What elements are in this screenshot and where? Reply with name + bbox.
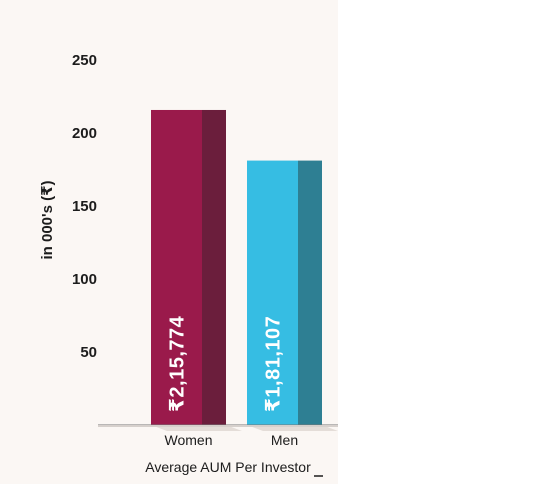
y-tick-label: 100 bbox=[72, 271, 97, 288]
data-labels-layer: ₹2,15,774 ₹1,81,107 bbox=[167, 315, 285, 412]
category-label-men: Men bbox=[271, 432, 298, 448]
bar-women bbox=[151, 109, 202, 425]
data-label-women: ₹2,15,774 bbox=[167, 315, 189, 412]
y-ticks-layer: 50 100 150 200 250 bbox=[72, 52, 97, 361]
category-label-women: Women bbox=[165, 432, 213, 448]
bars-layer bbox=[151, 109, 338, 431]
data-label-men: ₹1,81,107 bbox=[263, 316, 285, 412]
y-tick-label: 200 bbox=[72, 125, 97, 142]
bar-men bbox=[247, 160, 298, 425]
bar-women-side bbox=[202, 109, 226, 425]
y-axis-title: in 000's (₹) bbox=[39, 180, 56, 259]
y-tick-label: 150 bbox=[72, 198, 97, 215]
bar-men-side bbox=[298, 160, 322, 425]
y-tick-label: 50 bbox=[80, 344, 97, 361]
y-tick-label: 250 bbox=[72, 52, 97, 69]
category-labels-layer: Women Men bbox=[165, 432, 299, 448]
x-axis-title: Average AUM Per Investor bbox=[145, 459, 311, 475]
